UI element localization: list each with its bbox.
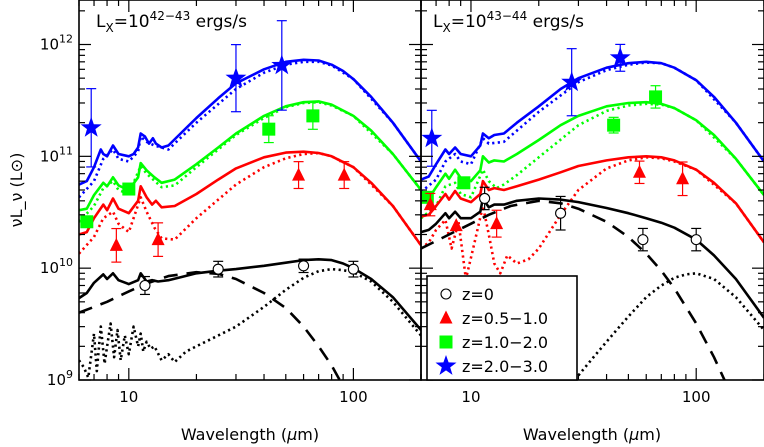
panel-1-point-star (421, 127, 443, 148)
svg-text:LX=1042−43 ergs/s: LX=1042−43 ergs/s (96, 9, 247, 35)
panel-0-point-square (306, 109, 320, 123)
panel-0-curve-dotted-5 (79, 151, 421, 255)
y-tick-label: 109 (47, 368, 73, 389)
panel-1-curve-solid-0 (421, 60, 764, 181)
panel-1-curve-dotted-8 (577, 272, 764, 377)
y-tick-label-exponent: 11 (59, 144, 73, 157)
legend-label: z=1.0−2.0 (462, 333, 548, 352)
legend-label: z=0.5−1.0 (462, 309, 548, 328)
legend-marker-square (439, 335, 453, 349)
panel-1-point-star (609, 46, 631, 67)
panel-1-point-square (457, 176, 471, 190)
left-panel-title: LX=1042−43 ergs/s (96, 9, 247, 35)
panel-0-points (80, 20, 359, 296)
panel-1-point-triangle (676, 171, 690, 185)
y-tick-label-base: 10 (47, 371, 66, 389)
y-tick-label: 1012 (40, 33, 73, 54)
panel-1-point-triangle (449, 218, 463, 232)
y-tick-label-base: 10 (40, 36, 59, 54)
panel-1-point-triangle (490, 216, 504, 230)
panel-0-point-circle-open (298, 260, 310, 272)
panel-1-point-square (649, 90, 663, 104)
y-tick-label: 1011 (40, 144, 73, 165)
panel-1-curves (421, 60, 764, 380)
panel-1-curve-dotted-5 (421, 156, 764, 281)
panel-1-y-ticks (421, 10, 764, 381)
panel-0-curve-solid-2 (79, 100, 421, 212)
panel-0-curve-dashed-7 (79, 270, 342, 380)
panel-0-point-star (80, 116, 102, 137)
legend-label: z=0 (462, 285, 494, 304)
panel-1-point-circle-open (690, 234, 702, 246)
panel-1-x-tick-label: 10 (461, 388, 480, 406)
y-tick-label-exponent: 10 (59, 256, 73, 269)
panel-1-x-tick-label: 100 (682, 388, 711, 406)
y-tick-label: 1010 (40, 256, 73, 277)
svg-text:LX=1043−44 ergs/s: LX=1043−44 ergs/s (433, 9, 584, 35)
panel-1-point-circle-open (555, 207, 567, 219)
panel-1-curve-dotted-3 (421, 102, 764, 220)
right-x-axis-title: Wavelength (μm) (523, 425, 661, 444)
panel-0-point-square (262, 122, 276, 136)
panel-1-curve-solid-4 (421, 155, 764, 244)
panel-0-point-circle-open (347, 263, 359, 275)
panel-0-point-circle-open (139, 279, 151, 292)
panel-1-point-triangle (423, 197, 437, 211)
panel-1-point-triangle (632, 164, 646, 178)
data-points-layer (80, 20, 702, 296)
panel-0-point-star (225, 67, 247, 88)
legend: z=0 z=0.5−1.0 z=1.0−2.0 z=2.0−3.0 (426, 275, 578, 381)
panel-0-point-square (80, 215, 94, 229)
panel-0-curve-solid-0 (79, 58, 421, 186)
panel-1-point-circle-open (637, 234, 649, 246)
legend-marker-triangle (439, 310, 453, 324)
panel-1-point-square (607, 118, 621, 132)
panel-1-points (421, 43, 702, 252)
panel-0-point-triangle (151, 232, 165, 246)
y-tick-label-exponent: 12 (59, 33, 73, 46)
panel-0-x-ticks: 10 100 (78, 0, 422, 406)
y-tick-label-base: 10 (40, 259, 59, 277)
panel-0-curves (79, 58, 421, 380)
panel-0-x-tick-label: 100 (339, 388, 368, 406)
panel-0-curve-solid-6 (79, 258, 421, 331)
panel-0-point-star (271, 54, 293, 75)
panel-1-curve-dotted-1 (421, 61, 764, 194)
panel-1-point-circle-open (479, 192, 491, 205)
panel-0-point-triangle (292, 167, 306, 181)
left-x-axis-title: Wavelength (μm) (181, 425, 319, 444)
panel-0-curve-dotted-8 (79, 267, 421, 379)
panel-0-curve-solid-4 (79, 150, 421, 247)
panel-0-curve-dotted-3 (79, 100, 421, 223)
legend-marker-star (435, 355, 457, 375)
panel-1-curve-solid-2 (421, 100, 764, 203)
panel-1-point-star (561, 71, 583, 92)
y-tick-label-base: 10 (40, 147, 59, 165)
panel-0-point-circle-open (212, 263, 224, 275)
legend-marker-circle-open (440, 288, 452, 300)
right-panel-title: LX=1043−44 ergs/s (433, 9, 584, 35)
y-axis-title: νL_ν (L⊙) (7, 153, 27, 228)
y-tick-label-exponent: 9 (66, 368, 73, 381)
panel-1-curve-dashed-7 (421, 199, 726, 380)
panel-1-x-ticks: 10 100 (420, 0, 764, 406)
panel-0-x-tick-label: 10 (119, 388, 138, 406)
panel-0-point-triangle (109, 237, 123, 251)
legend-label: z=2.0−3.0 (462, 357, 548, 376)
panel-0-curve-dotted-1 (79, 60, 421, 199)
panel-0-point-triangle (337, 167, 351, 181)
panel-1-curve-solid-6 (421, 197, 764, 319)
panel-0-point-square (122, 182, 136, 196)
